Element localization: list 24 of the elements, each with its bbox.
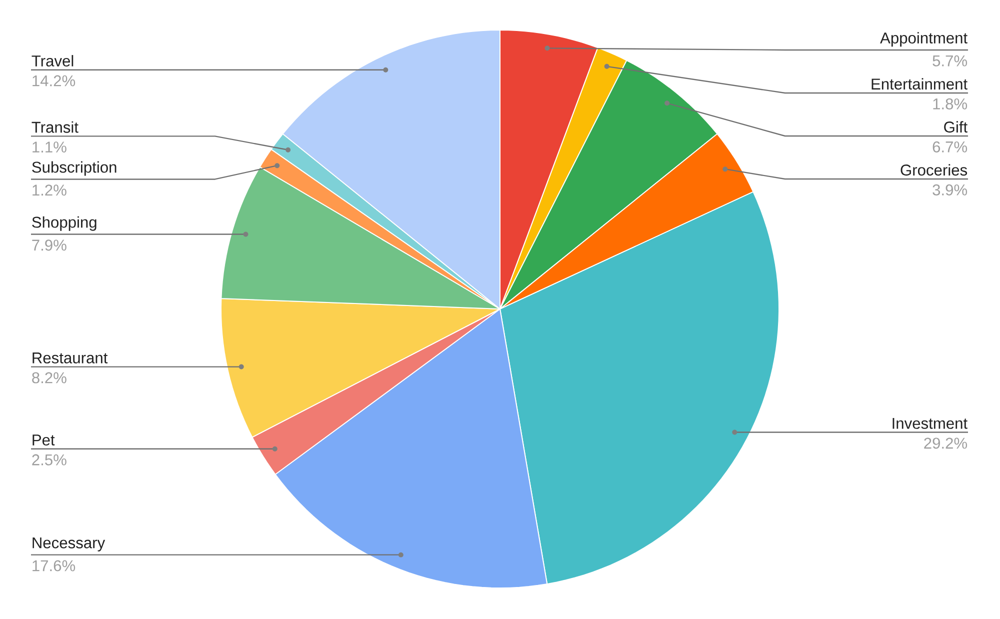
slice-label: Travel xyxy=(32,55,74,66)
data-label: 8.2% xyxy=(32,372,66,384)
slice-label: Investment xyxy=(892,418,968,429)
slice-label: Transit xyxy=(32,121,78,133)
data-label: 2.5% xyxy=(32,454,66,466)
slice-label: Shopping xyxy=(32,216,96,231)
slice-label: Groceries xyxy=(900,164,968,176)
data-label: 5.7% xyxy=(932,55,968,66)
slice-label: Necessary xyxy=(32,537,106,552)
data-label: 14.2% xyxy=(32,75,76,86)
slice-label: Pet xyxy=(32,434,55,446)
data-label: 7.9% xyxy=(32,240,66,251)
data-label: 17.6% xyxy=(32,560,76,572)
data-label: 1.1% xyxy=(32,142,66,153)
data-label: 1.8% xyxy=(933,98,968,110)
data-label: 3.9% xyxy=(932,184,968,196)
slice-label: Gift xyxy=(944,121,968,133)
slice-label: Entertainment xyxy=(872,78,968,90)
slice-label: Appointment xyxy=(880,32,968,47)
slice-label: Subscription xyxy=(32,161,116,176)
data-label: 29.2% xyxy=(924,438,968,449)
data-label: 6.7% xyxy=(932,141,968,152)
slice-label: Restaurant xyxy=(32,352,108,364)
data-label: 1.2% xyxy=(32,184,66,196)
